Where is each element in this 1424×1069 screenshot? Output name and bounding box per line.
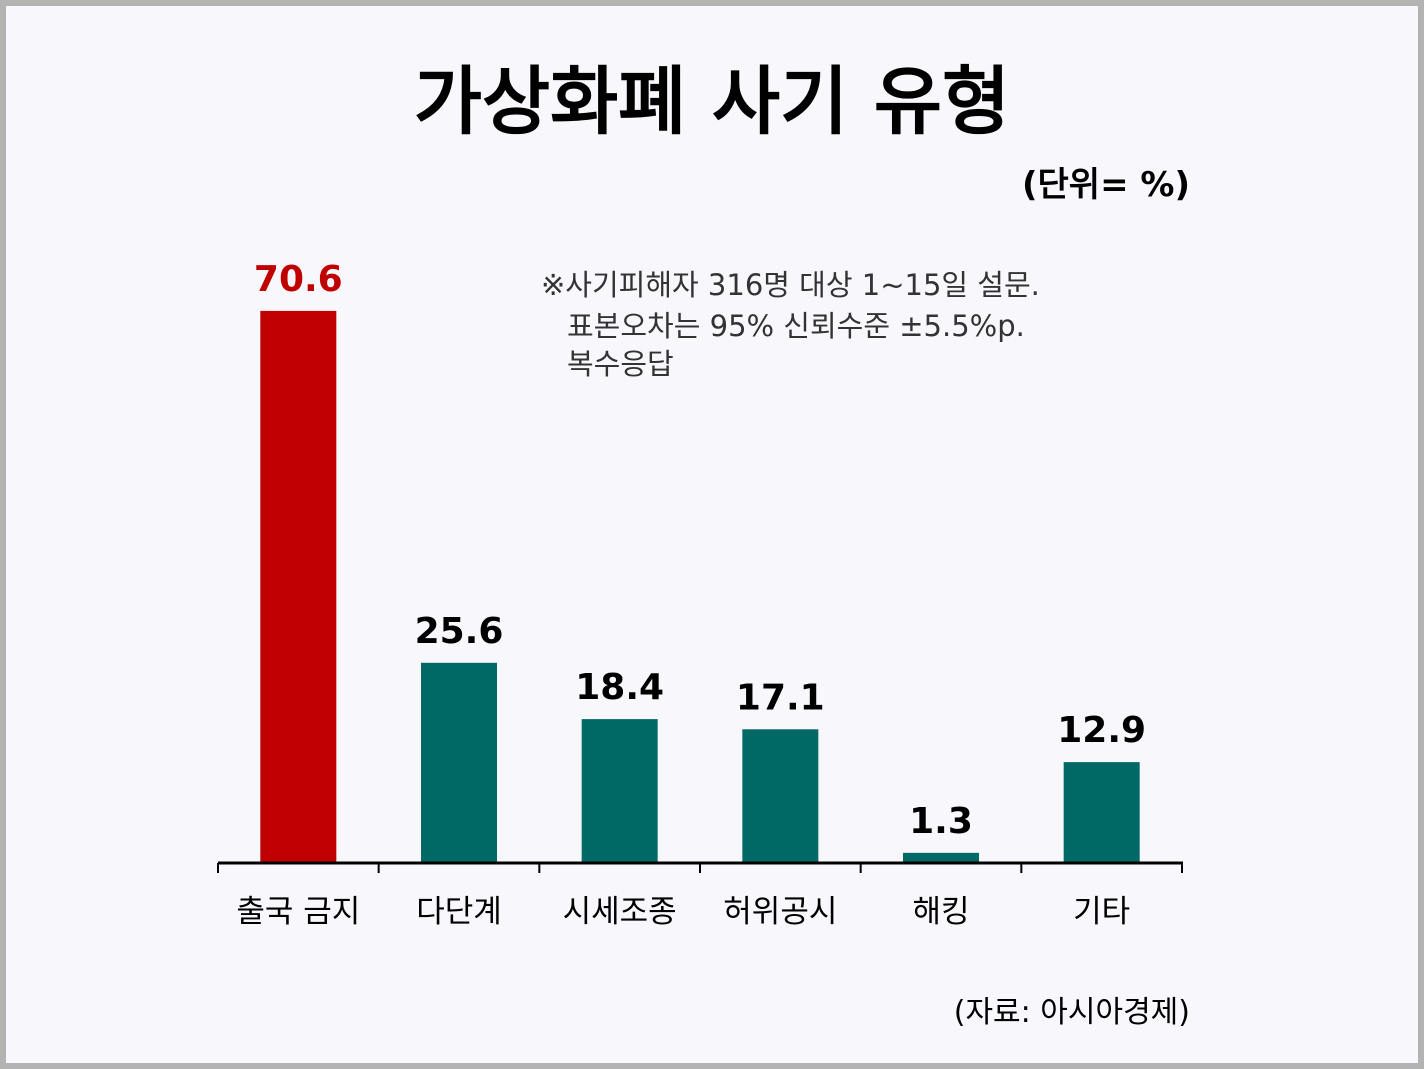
bar <box>260 310 337 864</box>
bar <box>742 729 819 863</box>
category-label: 다단계 <box>416 894 502 930</box>
note-line-2: 표본오차는 95% 신뢰수준 ±5.5%p. <box>567 309 1025 343</box>
value-label: 18.4 <box>575 667 664 708</box>
value-label: 1.3 <box>909 801 973 842</box>
value-label: 12.9 <box>1057 710 1146 751</box>
bar <box>1063 762 1140 863</box>
chart-frame <box>6 6 1418 1063</box>
unit-label: (단위= %) <box>1022 165 1190 205</box>
bar <box>421 662 497 863</box>
value-label: 70.6 <box>254 259 343 300</box>
category-label: 해킹 <box>912 894 969 930</box>
source-label: (자료: 아시아경제) <box>954 995 1190 1030</box>
note-line-1: ※사기피해자 316명 대상 1~15일 설문. <box>541 268 1040 302</box>
bar <box>903 852 979 863</box>
category-label: 기타 <box>1073 894 1130 930</box>
category-label: 허위공시 <box>723 894 837 930</box>
chart-title: 가상화폐 사기 유형 <box>414 59 1010 145</box>
value-label: 17.1 <box>736 677 825 718</box>
category-label: 출국 금지 <box>236 894 360 930</box>
bar <box>581 719 658 863</box>
value-label: 25.6 <box>415 611 504 652</box>
note-line-3: 복수응답 <box>567 347 674 381</box>
category-label: 시세조종 <box>563 894 677 930</box>
